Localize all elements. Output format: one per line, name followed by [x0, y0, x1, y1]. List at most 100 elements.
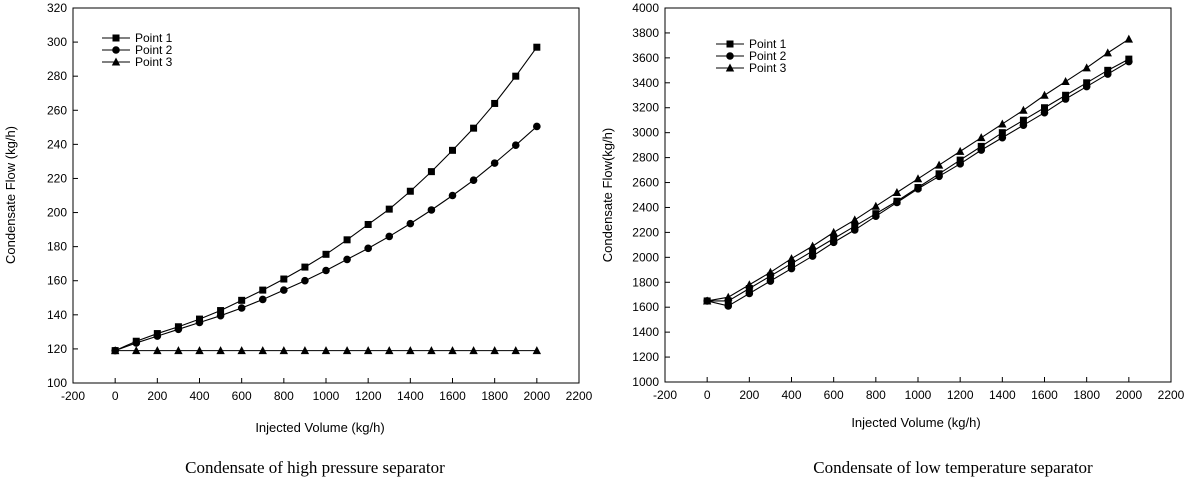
- legend-entry: Point 3: [749, 61, 787, 75]
- x-tick-label: 1000: [313, 389, 340, 403]
- data-point: [1103, 70, 1112, 78]
- x-axis-title: Injected Volume (kg/h): [255, 420, 384, 435]
- data-point: [322, 250, 330, 258]
- x-tick-label: 400: [781, 388, 801, 402]
- data-point: [871, 201, 881, 210]
- legend-marker: [726, 52, 734, 60]
- data-point: [364, 244, 372, 253]
- data-point: [385, 232, 394, 241]
- x-tick-label: 1200: [947, 388, 974, 402]
- x-axis-title: Injected Volume (kg/h): [851, 415, 980, 430]
- x-tick-label: 400: [189, 389, 209, 403]
- data-point: [1040, 90, 1049, 99]
- data-point: [1019, 121, 1028, 129]
- data-point: [533, 122, 541, 131]
- y-tick-label: 280: [47, 69, 67, 83]
- chart-high-pressure-separator: -200 0 200 400 600 800 1000 1200 1400 1600 1800 200…: [3, 1, 593, 477]
- data-point: [998, 133, 1007, 142]
- data-point: [110, 346, 120, 355]
- data-point: [385, 205, 393, 213]
- x-tick-label: 1800: [1073, 388, 1100, 402]
- data-point: [724, 292, 733, 301]
- x-tick-label: 200: [739, 388, 759, 402]
- data-point: [343, 236, 351, 244]
- data-point: [427, 346, 436, 355]
- x-tick-label: 1400: [989, 388, 1016, 402]
- data-point: [470, 124, 478, 132]
- data-point: [998, 129, 1006, 137]
- y-tick-label: 200: [47, 206, 67, 220]
- y-tick-label: 1000: [632, 375, 659, 389]
- series-1: [111, 43, 541, 355]
- y-tick-label: 160: [47, 274, 67, 288]
- data-point: [153, 332, 162, 340]
- chart-caption: Condensate of high pressure separator: [185, 458, 445, 477]
- data-point: [872, 212, 880, 220]
- data-point: [280, 275, 288, 283]
- data-point: [174, 325, 183, 334]
- legend-entry: Point 2: [135, 43, 173, 57]
- y-tick-label: 320: [47, 1, 67, 15]
- data-point: [850, 226, 859, 234]
- data-point: [343, 255, 351, 264]
- data-point: [892, 188, 902, 197]
- data-point: [724, 297, 732, 305]
- data-point: [427, 206, 436, 214]
- x-tick-label: 2200: [1158, 388, 1185, 402]
- y-tick-label: 300: [47, 35, 67, 49]
- y-tick-label: 1800: [632, 275, 659, 289]
- data-point: [914, 184, 922, 193]
- data-point: [766, 267, 775, 276]
- series-2: [703, 57, 1133, 310]
- plot-frame: [664, 7, 1172, 383]
- data-point: [788, 260, 795, 268]
- series-line: [114, 46, 538, 352]
- data-point: [533, 43, 541, 51]
- x-tick-label: -200: [653, 388, 677, 402]
- data-point: [217, 307, 225, 315]
- y-tick-label: 260: [47, 103, 67, 117]
- data-point: [259, 286, 267, 294]
- x-tick-label: 1200: [355, 389, 382, 403]
- x-tick-label: 800: [866, 388, 886, 402]
- data-point: [300, 346, 310, 355]
- data-point: [934, 160, 944, 169]
- y-tick-label: 180: [47, 240, 67, 254]
- data-point: [258, 295, 267, 304]
- y-axis-title: Condensate Flow (kg/h): [3, 126, 18, 264]
- data-point: [512, 72, 520, 80]
- data-point: [745, 280, 754, 289]
- data-point: [1125, 57, 1133, 66]
- data-point: [935, 172, 943, 181]
- data-point: [808, 241, 817, 250]
- data-point: [280, 286, 288, 294]
- chart-caption: Condensate of low temperature separator: [813, 458, 1093, 477]
- data-point: [237, 346, 246, 355]
- x-tick-label: 1600: [1031, 388, 1058, 402]
- y-tick-label: 3200: [632, 101, 659, 115]
- data-point: [808, 252, 817, 260]
- y-tick-label: 1200: [632, 350, 659, 364]
- y-tick-label: 2600: [632, 176, 659, 190]
- legend-entry: Point 1: [749, 37, 787, 51]
- data-point: [1040, 108, 1049, 117]
- legend-entry: Point 2: [749, 49, 787, 63]
- y-tick-label: 100: [47, 376, 67, 390]
- y-tick-label: 3600: [632, 51, 659, 65]
- x-tick-label: 1000: [905, 388, 932, 402]
- data-point: [238, 296, 246, 304]
- x-tick-label: -200: [61, 389, 85, 403]
- y-tick-label: 4000: [632, 1, 659, 15]
- y-tick-label: 3800: [632, 26, 659, 40]
- y-tick-label: 2000: [632, 250, 659, 264]
- data-point: [745, 289, 754, 298]
- data-point: [1103, 48, 1112, 57]
- data-point: [850, 215, 859, 224]
- y-tick-label: 1600: [632, 300, 659, 314]
- series-3: [702, 34, 1134, 305]
- data-point: [448, 191, 457, 200]
- data-point: [809, 247, 817, 255]
- data-point: [132, 346, 141, 355]
- data-point: [153, 346, 162, 355]
